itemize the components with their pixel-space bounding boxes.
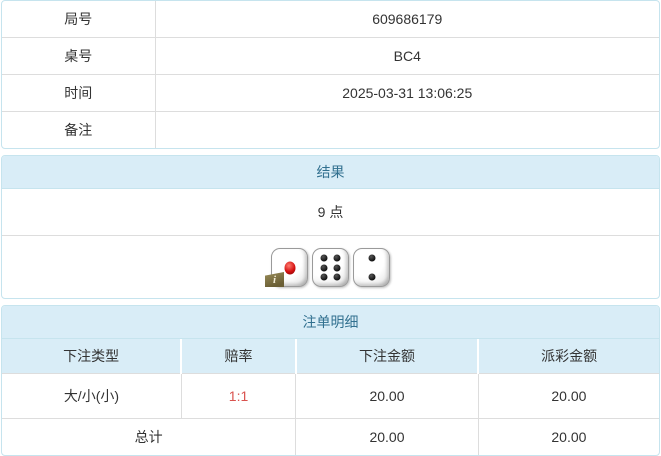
bet-odds-cell: 1:1 — [180, 373, 296, 419]
info-row-label: 局号 — [2, 1, 156, 38]
die-dot — [368, 273, 375, 281]
bets-panel: 注单明细 下注类型 赔率 下注金额 派彩金额 大/小(小) 1:1 20.00 20.00 总… — [1, 305, 660, 456]
die-1: i — [265, 248, 308, 287]
bets-header-row: 下注类型 赔率 下注金额 派彩金额 — [2, 339, 659, 374]
info-row-value: 2025-03-31 13:06:25 — [155, 74, 659, 112]
total-row: 总计 20.00 20.00 — [2, 418, 659, 455]
bet-row: 大/小(小) 1:1 20.00 20.00 — [2, 373, 659, 419]
die-dot — [320, 264, 328, 271]
info-table-body: 局号 609686179 桌号 BC4 时间 2025-03-31 13:06:25 备注 — [2, 1, 659, 148]
info-row: 局号 609686179 — [2, 1, 659, 38]
dice-row: i — [2, 236, 659, 298]
die-dot — [320, 254, 328, 261]
die-6 — [312, 248, 349, 287]
info-row-value: 609686179 — [372, 11, 443, 27]
result-points: 9 点 — [2, 189, 659, 236]
die-dot — [368, 254, 375, 262]
bet-payout-cell: 20.00 — [477, 373, 659, 419]
bets-col-header: 下注金额 — [294, 339, 479, 374]
die-dot — [320, 273, 328, 281]
result-panel-title: 结果 — [2, 156, 659, 189]
die-dot — [333, 273, 341, 281]
die-dot — [333, 254, 341, 261]
bet-type-cell: 大/小(小) — [2, 373, 182, 419]
bets-table-head: 下注类型 赔率 下注金额 派彩金额 — [2, 339, 659, 374]
info-badge-icon[interactable]: i — [265, 272, 284, 287]
total-payout-cell: 20.00 — [477, 418, 659, 455]
info-row-label: 桌号 — [2, 37, 156, 75]
bets-col-header: 下注类型 — [2, 339, 182, 374]
info-row-value — [155, 111, 659, 148]
total-label-cell: 总计 — [2, 418, 296, 455]
info-row-label: 时间 — [2, 74, 156, 112]
bet-amount-cell: 20.00 — [295, 373, 479, 419]
info-table: 局号 609686179 桌号 BC4 时间 2025-03-31 13:06:25 备注 — [2, 1, 659, 148]
die-2 — [353, 248, 390, 287]
total-bet-amount-cell: 20.00 — [295, 418, 479, 455]
result-panel: 结果 9 点 i — [1, 155, 660, 299]
bets-panel-title: 注单明细 — [2, 306, 659, 339]
game-info-panel: 局号 609686179 桌号 BC4 时间 2025-03-31 13:06:25 备注 — [1, 0, 660, 149]
bets-table-body: 大/小(小) 1:1 20.00 20.00 总计 20.00 20.00 — [2, 373, 659, 455]
bets-table: 下注类型 赔率 下注金额 派彩金额 大/小(小) 1:1 20.00 20.00 总计 20.0… — [2, 339, 659, 455]
die-red-dot — [284, 261, 295, 274]
info-row-value: BC4 — [155, 37, 659, 75]
info-row: 桌号 BC4 — [2, 37, 659, 75]
die-dot — [333, 264, 341, 271]
bets-col-header: 赔率 — [180, 339, 296, 374]
info-row: 备注 — [2, 111, 659, 148]
info-row-label: 备注 — [2, 111, 156, 148]
info-row: 时间 2025-03-31 13:06:25 — [2, 74, 659, 112]
bets-col-header: 派彩金额 — [477, 339, 659, 374]
